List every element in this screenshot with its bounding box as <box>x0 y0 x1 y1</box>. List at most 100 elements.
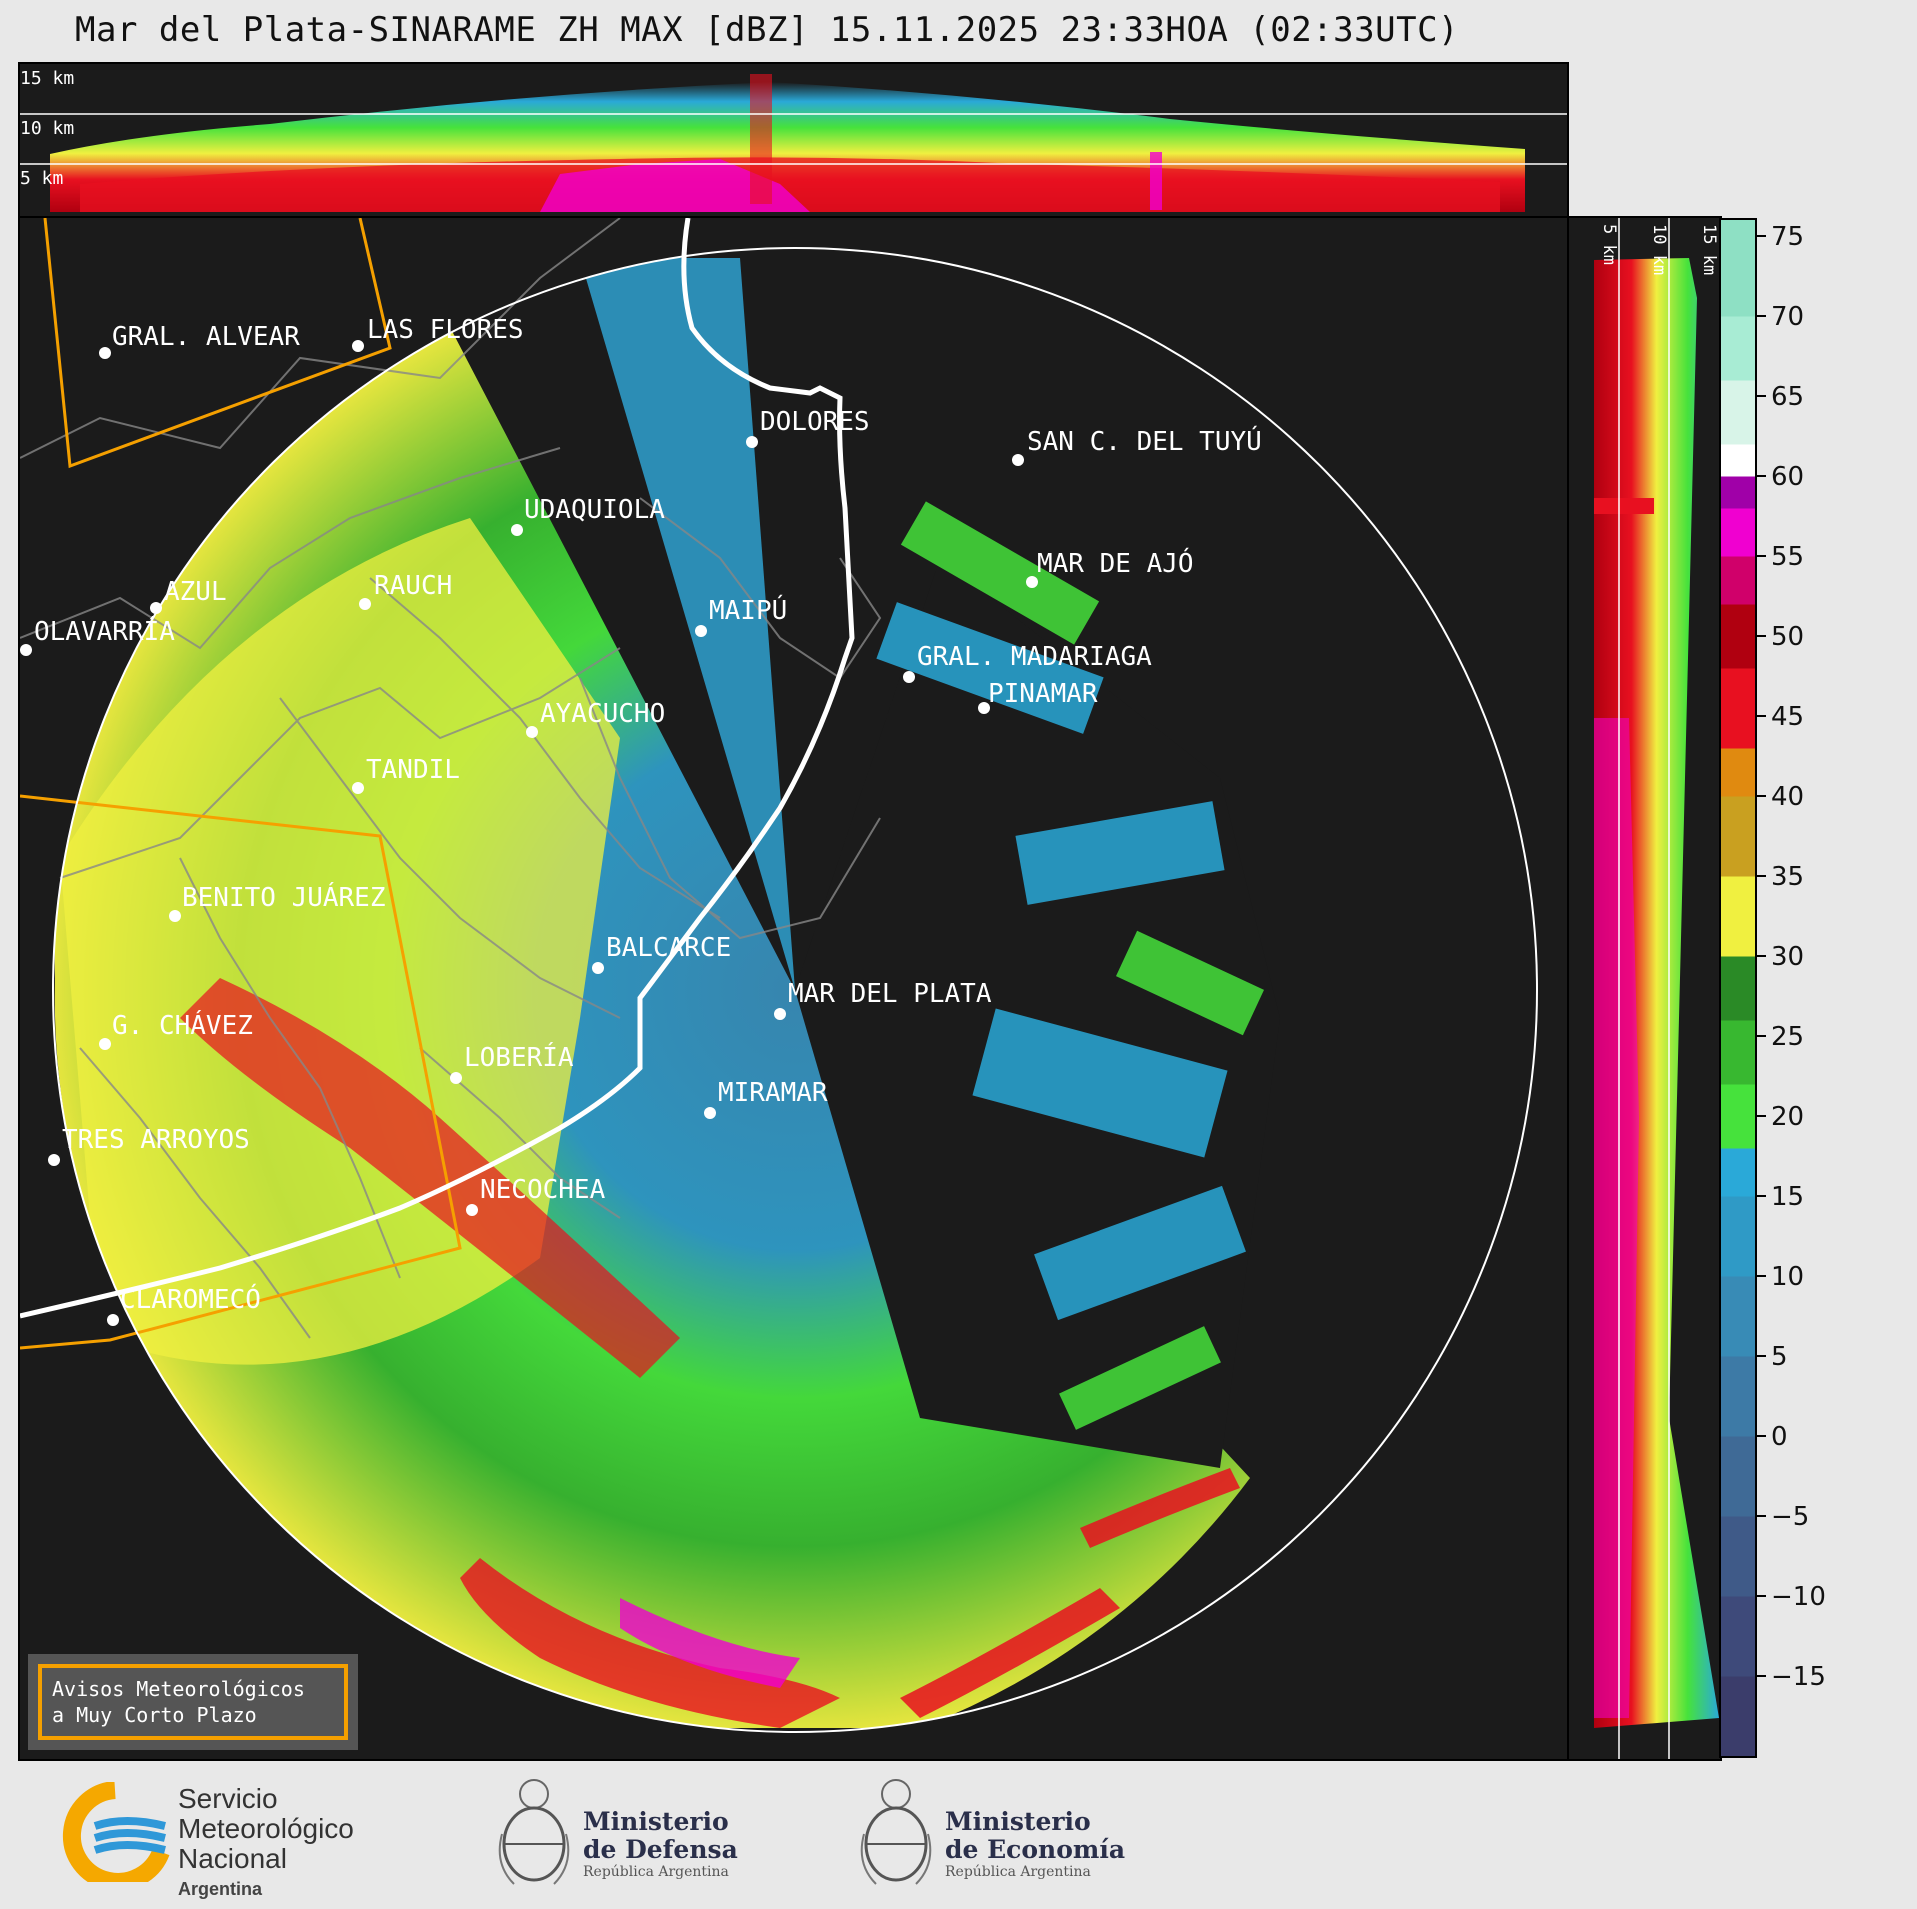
city-label: GRAL. ALVEAR <box>112 322 300 352</box>
city-label: GRAL. MADARIAGA <box>917 642 1152 672</box>
colorbar-bands <box>1721 220 1755 1756</box>
city-label: MAR DEL PLATA <box>788 979 992 1009</box>
city-label: SAN C. DEL TUYÚ <box>1027 425 1262 457</box>
city-azul[interactable]: AZUL <box>150 577 227 614</box>
top-label-10km: 10 km <box>20 118 74 139</box>
colorbar-band <box>1721 508 1755 557</box>
city-tres-arroyos[interactable]: TRES ARROYOS <box>48 1125 250 1166</box>
radar-map-canvas: GRAL. ALVEAR LAS FLORES DOLORES SAN C. D… <box>20 218 1538 1733</box>
smn-logo-text: Servicio Meteorológico Nacional Argentin… <box>178 1784 354 1904</box>
colorbar-tick-label: 5 <box>1771 1342 1788 1372</box>
city-san-c-del-tuyu[interactable]: SAN C. DEL TUYÚ <box>1012 425 1262 466</box>
city-label: CLAROMECÓ <box>120 1283 261 1315</box>
colorbar-band <box>1721 556 1755 605</box>
colorbar-band <box>1721 476 1755 509</box>
colorbar-band <box>1721 316 1755 381</box>
smn-line-2: Meteorológico <box>178 1813 354 1844</box>
top-cross-section-plot: 15 km 10 km 5 km <box>20 68 1567 212</box>
top-cross-section: 15 km 10 km 5 km <box>18 62 1569 218</box>
colorbar-tick-label: 75 <box>1771 222 1804 252</box>
ministerio-defensa-text: Ministerio de Defensa República Argentin… <box>583 1807 738 1881</box>
city-g-chavez[interactable]: G. CHÁVEZ <box>99 1009 253 1050</box>
city-olavarria[interactable]: OLAVARRÍA <box>20 615 175 656</box>
top-height-gridlines <box>20 113 1567 165</box>
radar-echoes <box>54 258 1280 1728</box>
city-las-flores[interactable]: LAS FLORES <box>352 315 524 352</box>
city-necochea[interactable]: NECOCHEA <box>466 1175 606 1216</box>
city-benito-juarez[interactable]: BENITO JUÁREZ <box>169 881 386 922</box>
city-maipu[interactable]: MAIPÚ <box>695 594 787 637</box>
radar-map[interactable]: GRAL. ALVEAR LAS FLORES DOLORES SAN C. D… <box>18 216 1569 1761</box>
city-claromeco[interactable]: CLAROMECÓ <box>107 1283 261 1326</box>
colorbar-tick-label: 15 <box>1771 1182 1804 1212</box>
notice-line-2: a Muy Corto Plazo <box>52 1703 257 1727</box>
economia-line-2: de Economía <box>945 1835 1126 1864</box>
city-loberia[interactable]: LOBERÍA <box>450 1041 574 1084</box>
colorbar-tick-label: 60 <box>1771 462 1804 492</box>
colorbar-band <box>1721 380 1755 445</box>
city-gral-madariaga[interactable]: GRAL. MADARIAGA <box>903 642 1152 683</box>
city-label: LAS FLORES <box>367 315 524 345</box>
colorbar-band <box>1721 956 1755 1021</box>
district-boundaries <box>20 218 882 1339</box>
defensa-line-1: Ministerio <box>583 1807 729 1836</box>
colorbar-band <box>1721 1020 1755 1085</box>
city-label: TRES ARROYOS <box>62 1125 250 1155</box>
city-pinamar[interactable]: PINAMAR <box>978 679 1098 714</box>
colorbar-tick-label: −10 <box>1771 1582 1826 1612</box>
smn-logo-icon <box>62 1782 170 1882</box>
side-label-15km: 15 km <box>1699 224 1719 275</box>
colorbar-band <box>1721 220 1755 317</box>
colorbar-tick-label: 50 <box>1771 622 1804 652</box>
city-udaquiola[interactable]: UDAQUIOLA <box>511 495 665 536</box>
colorbar-band <box>1721 1196 1755 1277</box>
smn-line-3: Nacional <box>178 1843 287 1874</box>
colorbar-tick-label: 30 <box>1771 942 1804 972</box>
colorbar-band <box>1721 604 1755 669</box>
coastline <box>20 218 855 1319</box>
colorbar-tick-label: 70 <box>1771 302 1804 332</box>
top-label-5km: 5 km <box>20 168 63 189</box>
side-label-5km: 5 km <box>1599 224 1619 265</box>
economia-line-1: Ministerio <box>945 1807 1091 1836</box>
colorbar-tick-label: 40 <box>1771 782 1804 812</box>
city-gral-alvear[interactable]: GRAL. ALVEAR <box>99 322 300 359</box>
city-ayacucho[interactable]: AYACUCHO <box>526 699 665 738</box>
short-range-warnings-notice: Avisos Meteorológicos a Muy Corto Plazo <box>28 1654 358 1750</box>
city-miramar[interactable]: MIRAMAR <box>704 1078 828 1119</box>
city-balcarce[interactable]: BALCARCE <box>592 933 731 974</box>
city-tandil[interactable]: TANDIL <box>352 755 460 794</box>
city-label: AZUL <box>164 577 227 607</box>
side-height-gridlines <box>1618 218 1670 1759</box>
colorbar-band <box>1721 796 1755 877</box>
city-rauch[interactable]: RAUCH <box>359 571 452 610</box>
defensa-line-3: República Argentina <box>583 1864 729 1880</box>
side-label-10km: 10 km <box>1649 224 1669 275</box>
colorbar-band <box>1721 1516 1755 1597</box>
colorbar-tick-label: 0 <box>1771 1422 1788 1452</box>
colorbar-tick-label: 65 <box>1771 382 1804 412</box>
warning-polygons[interactable] <box>20 218 462 1350</box>
colorbar-band <box>1721 1276 1755 1357</box>
city-markers: GRAL. ALVEAR LAS FLORES DOLORES SAN C. D… <box>20 315 1262 1326</box>
colorbar-tick-label: −15 <box>1771 1662 1826 1692</box>
city-label: DOLORES <box>760 407 870 437</box>
city-label: NECOCHEA <box>480 1175 606 1205</box>
city-label: MAR DE AJÓ <box>1037 547 1194 579</box>
city-label: MAIPÚ <box>709 594 787 626</box>
city-label: RAUCH <box>374 571 452 601</box>
colorbar-band <box>1721 1084 1755 1149</box>
colorbar-tick-label: 20 <box>1771 1102 1804 1132</box>
city-label: OLAVARRÍA <box>34 615 175 647</box>
colorbar-tick-label: −5 <box>1771 1502 1809 1532</box>
colorbar-tick-label: 45 <box>1771 702 1804 732</box>
colorbar-tick-label: 35 <box>1771 862 1804 892</box>
colorbar-band <box>1721 748 1755 797</box>
city-label: BENITO JUÁREZ <box>182 881 386 913</box>
city-mar-de-ajo[interactable]: MAR DE AJÓ <box>1026 547 1194 588</box>
argentina-coat-of-arms-icon <box>860 1779 932 1885</box>
city-dolores[interactable]: DOLORES <box>746 407 870 448</box>
colorbar-band <box>1721 1436 1755 1517</box>
city-mar-del-plata[interactable]: MAR DEL PLATA <box>774 979 992 1020</box>
